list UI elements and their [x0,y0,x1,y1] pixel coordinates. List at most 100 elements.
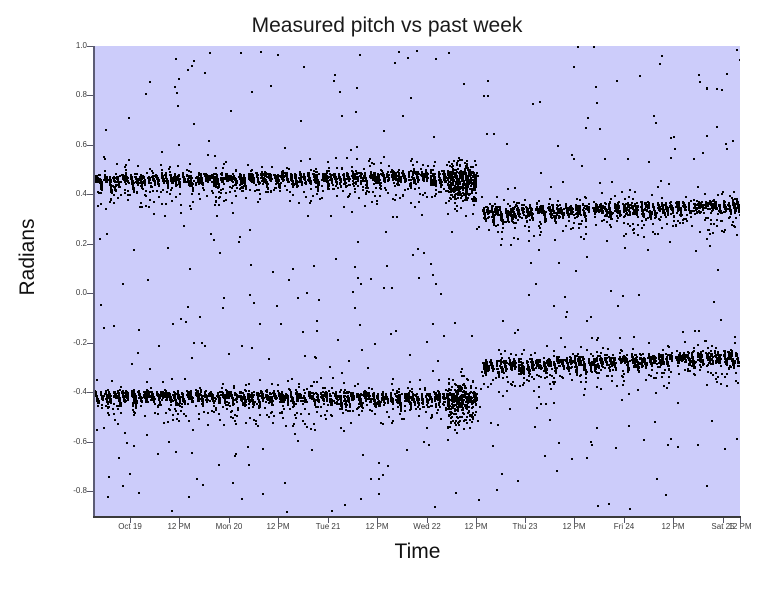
data-point [236,180,238,182]
data-point [195,177,197,179]
data-point [584,205,586,207]
data-point [422,164,424,166]
data-point [426,180,428,182]
data-point [355,170,357,172]
data-point [373,183,375,185]
data-point [411,176,413,178]
data-point [548,203,550,205]
data-point [388,174,390,176]
data-point [271,166,273,168]
data-point [394,185,396,187]
data-point [258,407,260,409]
data-point [101,404,103,406]
data-point [627,204,629,206]
data-point [177,413,179,415]
data-point [117,179,119,181]
data-point [483,209,485,211]
data-point [200,174,202,176]
data-point [632,212,634,214]
data-point [114,419,116,421]
data-point [310,169,312,171]
data-point [365,177,367,179]
data-point [355,181,357,183]
data-point [156,175,158,177]
data-point [253,178,255,180]
data-point [341,168,343,170]
data-point [408,176,410,178]
data-point [317,186,319,188]
data-point [383,175,385,177]
data-point [202,398,204,400]
data-point [150,182,152,184]
data-point [161,169,163,171]
data-point [370,171,372,173]
data-point [236,187,238,189]
data-point [736,234,738,236]
data-point [171,178,173,180]
data-point [322,190,324,192]
data-point [154,181,156,183]
data-point [701,201,703,203]
data-point [565,225,567,227]
data-point [354,188,356,190]
data-point [583,238,585,240]
data-point [218,186,220,188]
data-point [352,180,354,182]
data-point [125,183,127,185]
data-point [203,189,205,191]
data-point [668,183,670,185]
data-point [213,185,215,187]
data-point [488,216,490,218]
data-point [663,204,665,206]
data-point [158,196,160,198]
data-point [517,219,519,221]
data-point [417,181,419,183]
data-point [624,198,626,200]
data-point [160,164,162,166]
data-point [594,216,596,218]
data-point [353,178,355,180]
data-point [188,177,190,179]
data-point [529,219,531,221]
data-point [235,178,237,180]
data-point [133,411,135,413]
data-point [212,175,214,177]
data-point [708,229,710,231]
data-point [188,176,190,178]
data-point [733,191,735,193]
data-point [163,181,165,183]
data-point [190,208,192,210]
data-point [135,402,137,404]
data-point [124,432,126,434]
data-point [440,191,442,193]
data-point [369,175,371,177]
data-point [278,180,280,182]
data-point [724,229,726,231]
data-point [161,172,163,174]
data-point [556,204,558,206]
data-point [169,409,171,411]
data-point [127,194,129,196]
data-point [248,390,250,392]
data-point [551,217,553,219]
data-point [360,174,362,176]
data-point [393,178,395,180]
data-point [127,177,129,179]
data-point [563,208,565,210]
data-point [581,220,583,222]
data-point [191,193,193,195]
data-point [234,190,236,192]
data-point [580,214,582,216]
data-point [717,213,719,215]
data-point [656,212,658,214]
data-point [150,387,152,389]
data-point [229,176,231,178]
data-point [177,178,179,180]
data-point [388,179,390,181]
data-point [280,182,282,184]
data-point [395,176,397,178]
data-point [249,417,251,419]
data-point [172,180,174,182]
data-point [190,180,192,182]
data-point [403,177,405,179]
